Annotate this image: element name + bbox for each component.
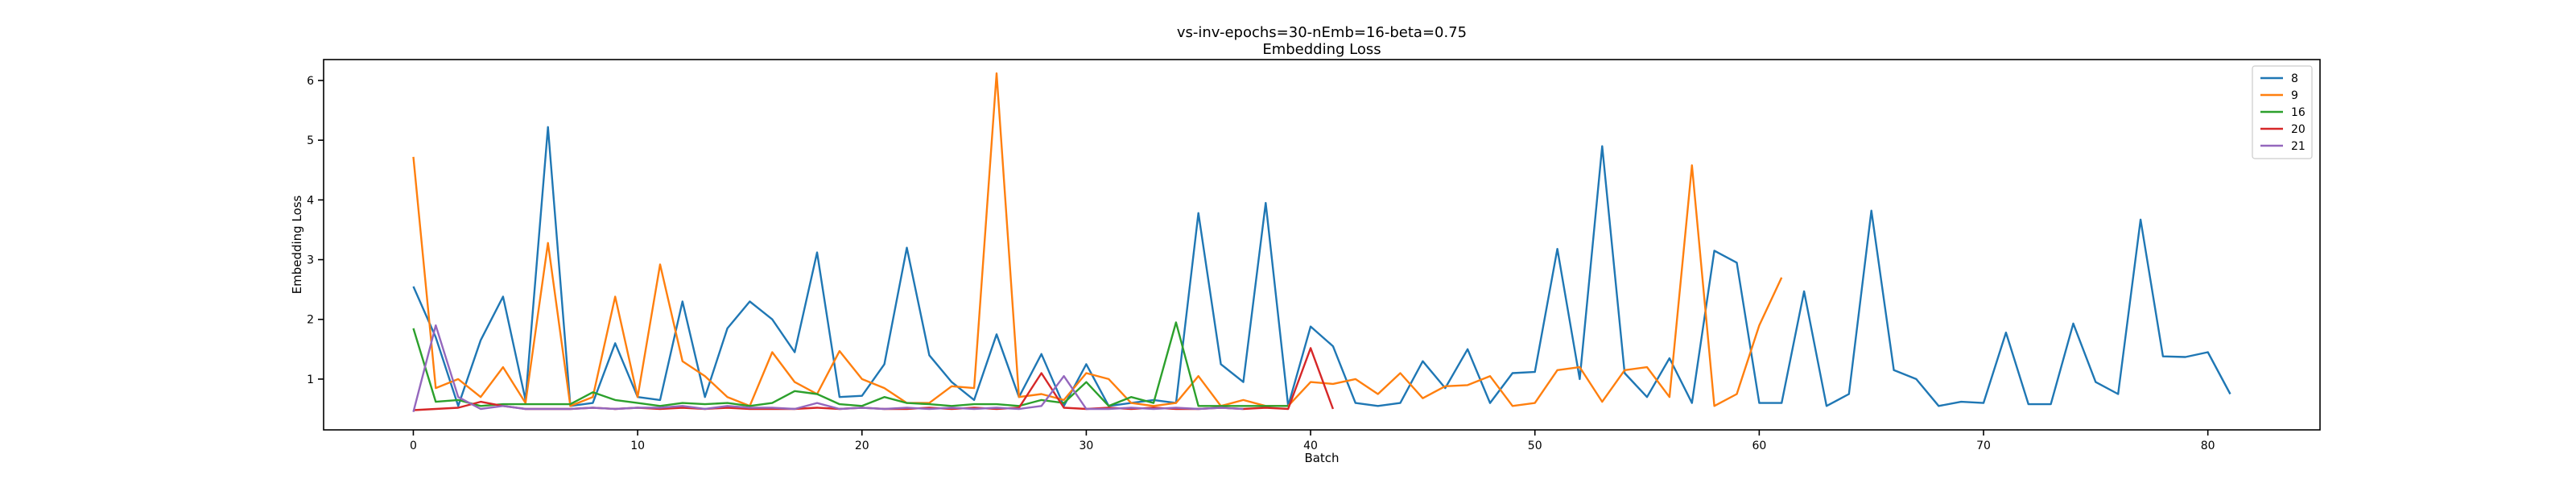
x-tick-label: 40	[1303, 440, 1318, 452]
plot-frame	[323, 59, 2321, 431]
x-tick-label: 0	[410, 440, 417, 452]
x-tick-label: 70	[1976, 440, 1991, 452]
legend-label-9: 9	[2291, 89, 2298, 102]
x-axis-ticks: 0 10 20 30 40 50 60 70 80	[410, 430, 2215, 452]
y-tick-label: 1	[307, 374, 314, 386]
series-line-9	[412, 72, 1783, 407]
x-tick-label: 30	[1080, 440, 1094, 452]
series-line-8	[412, 126, 2231, 407]
y-tick-label: 4	[307, 194, 314, 207]
y-tick-label: 6	[307, 75, 314, 88]
x-axis-label: Batch	[1304, 451, 1339, 465]
series-line-21	[412, 324, 1244, 413]
x-tick-label: 50	[1528, 440, 1542, 452]
chart-subtitle: Embedding Loss	[1262, 41, 1381, 58]
y-axis-label: Embedding Loss	[290, 195, 304, 294]
legend-label-20: 20	[2291, 123, 2306, 136]
legend-label-8: 8	[2291, 72, 2298, 85]
legend: 8 9 16 20 21	[2252, 65, 2313, 159]
chart-title: vs-inv-epochs=30-nEmb=16-beta=0.75	[1177, 24, 1467, 41]
series-layer	[412, 72, 2231, 413]
y-axis-ticks: 1 2 3 4 5 6	[307, 75, 324, 386]
x-tick-label: 60	[1752, 440, 1766, 452]
legend-label-21: 21	[2291, 140, 2306, 153]
y-tick-label: 2	[307, 314, 314, 327]
legend-label-16: 16	[2291, 106, 2306, 119]
x-tick-label: 20	[855, 440, 869, 452]
y-tick-label: 3	[307, 254, 314, 267]
series-line-16	[412, 321, 1289, 407]
x-tick-label: 10	[630, 440, 645, 452]
y-tick-label: 5	[307, 134, 314, 147]
x-tick-label: 80	[2201, 440, 2215, 452]
